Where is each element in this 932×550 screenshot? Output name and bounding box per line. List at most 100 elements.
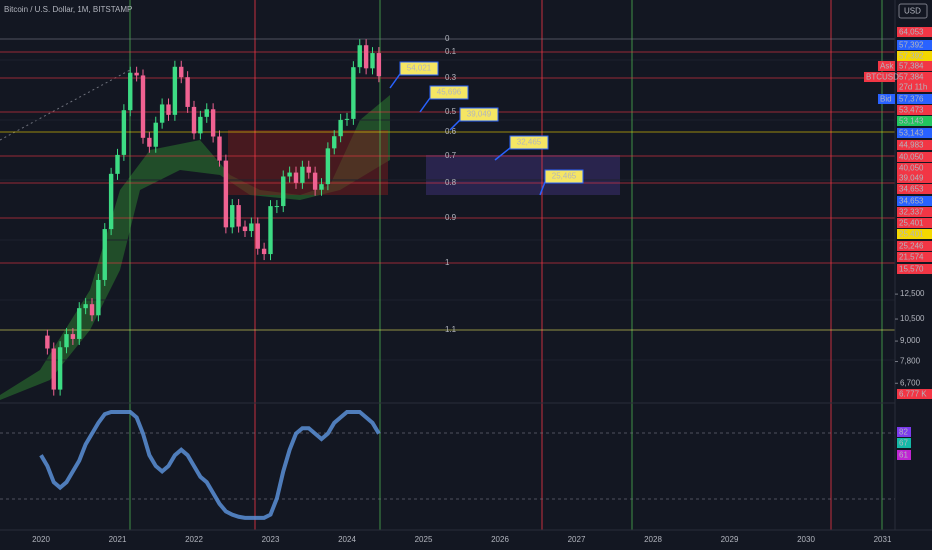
x-tick-label: 2021 xyxy=(109,535,127,544)
x-tick-label: 2024 xyxy=(338,535,356,544)
price-tag-text: 25,401 xyxy=(899,219,924,228)
price-tag xyxy=(897,94,932,104)
candle xyxy=(293,172,299,183)
candle xyxy=(268,206,273,255)
osc-tag-text: 82 xyxy=(899,428,908,437)
candle xyxy=(198,116,203,134)
candle xyxy=(357,45,362,68)
price-tag xyxy=(897,51,932,61)
price-tag-text: 57,384 xyxy=(899,62,924,71)
candle xyxy=(230,205,235,228)
callout-box xyxy=(429,85,469,100)
candle xyxy=(191,106,197,134)
callout-pointer xyxy=(389,73,401,89)
callout-box xyxy=(399,61,439,76)
price-tag-text: 53,473 xyxy=(899,106,924,115)
fib-label: 0.9 xyxy=(445,213,457,222)
candle xyxy=(223,160,229,228)
side-tag xyxy=(878,61,895,71)
price-tag xyxy=(897,72,932,82)
fib-label: 0.7 xyxy=(445,151,457,160)
price-tag xyxy=(897,252,932,262)
callout-text: 54,021 xyxy=(407,64,432,73)
price-tag-text: 64,053 xyxy=(899,28,924,37)
candle xyxy=(147,137,152,147)
price-tag xyxy=(897,196,932,206)
candle xyxy=(77,308,82,339)
candle xyxy=(338,119,343,137)
osc-tag xyxy=(897,450,911,460)
price-tag-text: 57,392 xyxy=(899,52,924,61)
price-tag xyxy=(897,163,932,173)
x-tick-label: 2025 xyxy=(415,535,433,544)
candle xyxy=(115,154,120,174)
candle xyxy=(312,172,318,190)
price-tag xyxy=(897,40,932,50)
x-tick-label: 2023 xyxy=(262,535,280,544)
price-tag xyxy=(897,128,932,138)
callout-text: 45,696 xyxy=(437,88,462,97)
y-tick-label: 10,500 xyxy=(900,314,925,323)
price-tag-text: 34,653 xyxy=(899,197,924,206)
candle xyxy=(332,136,337,149)
price-tag-text: 27d 11h xyxy=(899,83,927,92)
price-tag-text: 15,570 xyxy=(899,265,924,274)
candle xyxy=(242,226,248,232)
price-tag xyxy=(897,264,932,274)
price-tag-text: 44,983 xyxy=(899,141,924,150)
candle xyxy=(108,173,114,230)
candle xyxy=(134,72,139,76)
fib-label: 1 xyxy=(445,258,450,267)
price-tag xyxy=(897,152,932,162)
candle xyxy=(236,205,241,227)
candle xyxy=(204,109,209,117)
fib-label: 0.5 xyxy=(445,107,457,116)
callout-box xyxy=(459,107,499,122)
x-tick-label: 2020 xyxy=(32,535,50,544)
candle xyxy=(376,53,382,77)
candle xyxy=(287,172,292,177)
price-tag xyxy=(897,105,932,115)
price-tag xyxy=(897,218,932,228)
callout-text: 32,465 xyxy=(517,138,542,147)
price-tag xyxy=(897,389,932,399)
candle xyxy=(210,109,216,137)
candle xyxy=(83,304,88,309)
candle xyxy=(45,335,50,349)
candle xyxy=(325,148,331,185)
price-tag xyxy=(897,241,932,251)
y-tick-label: 7,800 xyxy=(900,357,921,366)
price-tag xyxy=(897,82,932,92)
chart-title: Bitcoin / U.S. Dollar, 1M, BITSTAMP xyxy=(4,5,132,14)
x-tick-label: 2026 xyxy=(491,535,509,544)
candle xyxy=(172,66,178,115)
price-tag-text: 6.777 K xyxy=(899,390,927,399)
currency: USD xyxy=(904,7,921,16)
price-tag xyxy=(897,173,932,183)
candle xyxy=(128,72,133,111)
price-tag-text: 25,401 xyxy=(899,230,924,239)
x-tick-label: 2029 xyxy=(721,535,739,544)
y-tick-label: 9,000 xyxy=(900,336,921,345)
candle xyxy=(96,279,101,316)
x-tick-label: 2022 xyxy=(185,535,203,544)
callout-text: 25,465 xyxy=(552,172,577,181)
price-tag-text: 34,653 xyxy=(899,185,924,194)
candle xyxy=(51,348,56,390)
callout-pointer xyxy=(449,119,461,131)
price-tag xyxy=(897,27,932,37)
side-tag-text: Bid xyxy=(880,95,892,104)
price-tag-text: 57,392 xyxy=(899,41,924,50)
x-tick-label: 2028 xyxy=(644,535,662,544)
candle xyxy=(185,77,190,107)
candle xyxy=(351,67,356,119)
price-tag-text: 40,050 xyxy=(899,164,924,173)
candle xyxy=(166,104,171,115)
zone xyxy=(228,130,388,195)
currency-box xyxy=(898,3,928,19)
fib-label: 1.1 xyxy=(445,325,457,334)
zone xyxy=(426,155,620,195)
callout-pointer xyxy=(419,97,431,113)
price-tag xyxy=(897,207,932,217)
candle xyxy=(217,136,222,161)
